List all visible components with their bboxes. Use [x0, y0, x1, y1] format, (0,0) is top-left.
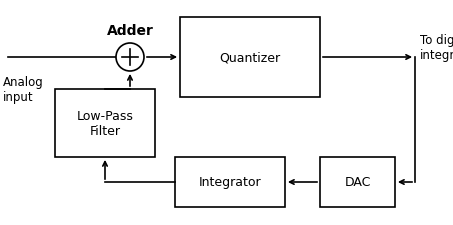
Text: Integrator: Integrator [199, 176, 261, 189]
Bar [180, 18, 320, 98]
Text: DAC: DAC [344, 176, 371, 189]
Text: Quantizer: Quantizer [219, 51, 280, 64]
Bar [55, 90, 155, 157]
Bar [320, 157, 395, 207]
Circle shape [116, 44, 144, 72]
Bar [175, 157, 285, 207]
Text: To digital
integrator: To digital integrator [420, 34, 453, 62]
Text: Low-Pass
Filter: Low-Pass Filter [77, 110, 134, 137]
Text: Analog
input: Analog input [3, 76, 44, 104]
Text: Adder: Adder [106, 24, 154, 38]
